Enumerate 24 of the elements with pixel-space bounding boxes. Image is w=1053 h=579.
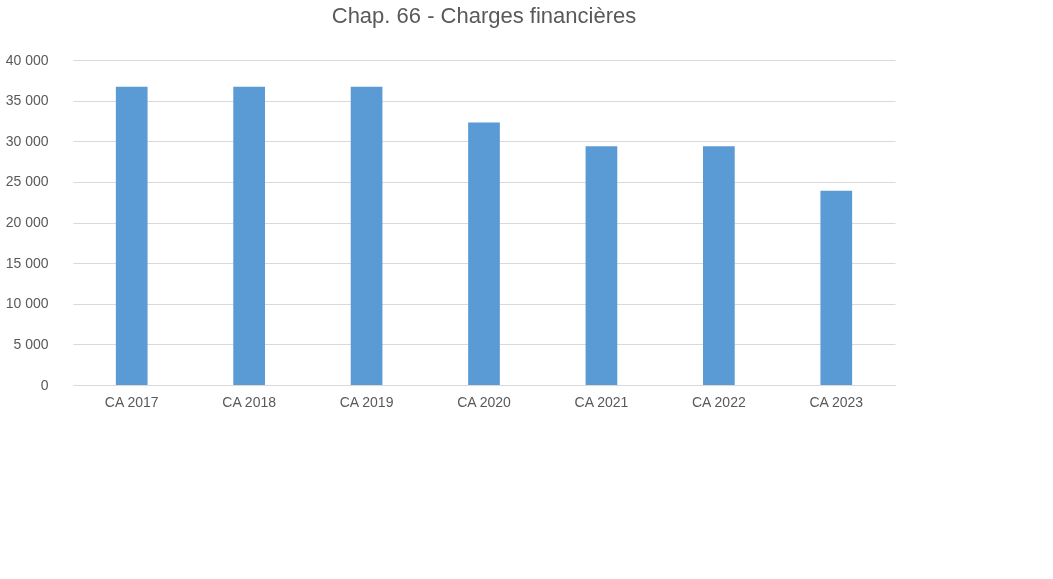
y-tick-label: 10 000 — [5, 295, 49, 312]
y-tick-label: 25 000 — [5, 173, 49, 190]
y-tick-label: 0 — [40, 376, 49, 393]
bar — [703, 146, 735, 385]
y-tick-label: 40 000 — [5, 51, 49, 68]
x-tick-label: CA 2019 — [339, 393, 394, 410]
x-tick-label: CA 2017 — [104, 393, 159, 410]
y-tick-label: 30 000 — [5, 132, 49, 149]
bar — [468, 122, 500, 385]
bar — [115, 86, 148, 385]
x-tick-label: CA 2021 — [574, 393, 629, 410]
y-tick-label: 35 000 — [5, 92, 49, 109]
x-tick-label: CA 2018 — [222, 393, 277, 410]
x-tick-label: CA 2020 — [457, 393, 512, 410]
y-tick-label: 15 000 — [5, 254, 49, 271]
bar — [585, 146, 618, 385]
x-tick-label: CA 2023 — [809, 393, 864, 410]
y-tick-label: 5 000 — [13, 335, 49, 352]
bar — [233, 86, 265, 385]
y-tick-label: 20 000 — [5, 214, 49, 230]
x-tick-label: CA 2022 — [692, 393, 746, 410]
chart-title: Chap. 66 - Charges financières — [331, 3, 637, 28]
bar — [820, 190, 853, 385]
bar — [350, 86, 383, 385]
